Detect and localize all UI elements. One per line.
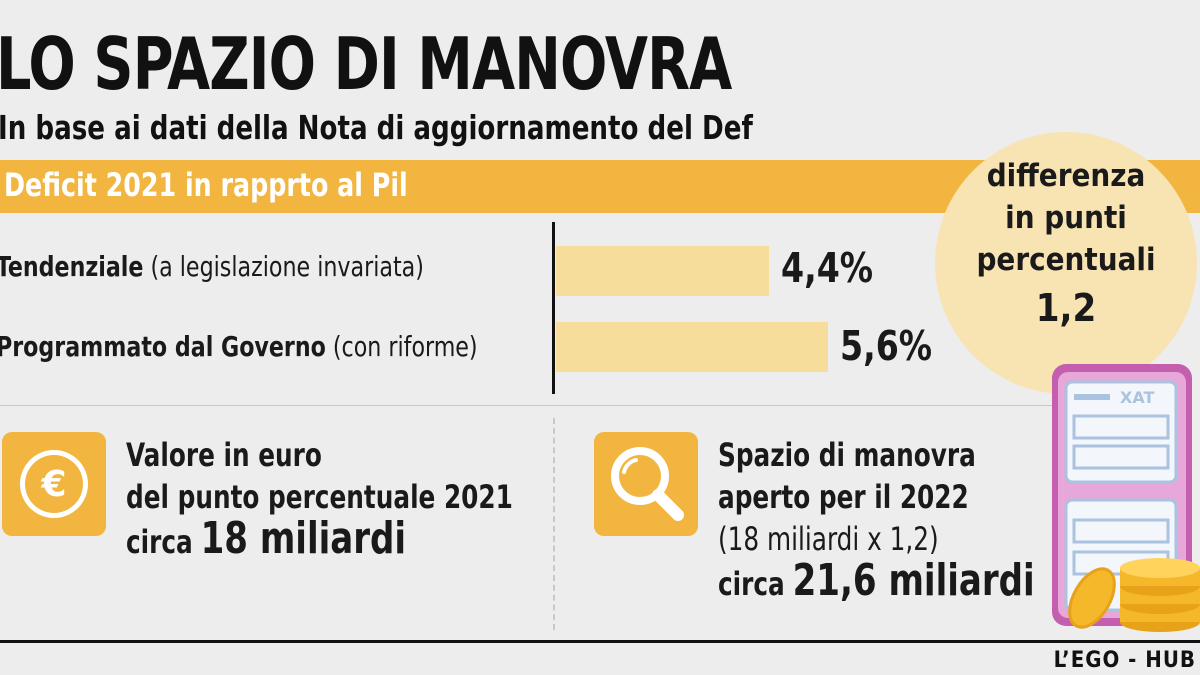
manovra-info: Spazio di manovra aperto per il 2022 (18… — [718, 434, 1035, 605]
difference-value: 1,2 — [1035, 286, 1097, 330]
row-label-bold: Tendenziale — [0, 250, 144, 283]
magnifier-icon — [611, 447, 684, 521]
difference-line-2: in punti — [1005, 200, 1127, 236]
source-credit: L’EGO - HUB — [1053, 648, 1196, 673]
bar-value-label: 5,6% — [839, 322, 932, 370]
difference-text: differenza in punti percentuali 1,2 — [935, 155, 1197, 329]
divider — [0, 405, 1060, 406]
chart-axis — [552, 222, 555, 394]
manovra-info-line-1: Spazio di manovra — [718, 436, 976, 474]
difference-circle — [935, 132, 1197, 394]
coin-stack-icon — [1068, 558, 1200, 632]
euro-value-info: Valore in euro del punto percentuale 202… — [126, 434, 513, 563]
euro-info-value: 18 miliardi — [200, 513, 407, 564]
euro-info-prefix: circa — [126, 523, 193, 561]
manovra-info-prefix: circa — [718, 565, 785, 603]
manovra-info-line-3: (18 miliardi x 1,2) — [718, 520, 939, 558]
chart-title: Deficit 2021 in rapprto al Pil — [4, 166, 408, 204]
phone-coins-illustration: XAT — [1052, 364, 1200, 632]
euro-info-line-1: Valore in euro — [126, 436, 322, 474]
page-subtitle: In base ai dati della Nota di aggiorname… — [0, 108, 753, 147]
bar-programmato — [556, 322, 828, 372]
euro-tile: € — [2, 432, 106, 536]
divider-vertical — [553, 418, 555, 630]
footer-rule — [0, 640, 1200, 643]
svg-text:€: € — [40, 464, 66, 505]
row-label-tendenziale: Tendenziale (a legislazione invariata) — [0, 250, 424, 283]
difference-line-1: differenza — [986, 158, 1146, 194]
row-label-bold: Programmato dal Governo — [0, 330, 326, 363]
manovra-info-value: 21,6 miliardi — [792, 555, 1035, 606]
magnifier-tile — [594, 432, 698, 536]
page-title: LO SPAZIO DI MANOVRA — [0, 22, 732, 106]
euro-icon: € — [20, 450, 88, 518]
euro-info-line-2: del punto percentuale 2021 — [126, 478, 513, 516]
difference-line-3: percentuali — [976, 242, 1156, 278]
row-label-programmato: Programmato dal Governo (con riforme) — [0, 330, 478, 363]
svg-text:XAT: XAT — [1120, 388, 1154, 407]
row-label-note: (a legislazione invariata) — [150, 250, 424, 283]
bar-value-label: 4,4% — [781, 244, 874, 292]
row-label-note: (con riforme) — [332, 330, 478, 363]
bar-tendenziale — [556, 246, 770, 296]
manovra-info-line-2: aperto per il 2022 — [718, 478, 969, 516]
